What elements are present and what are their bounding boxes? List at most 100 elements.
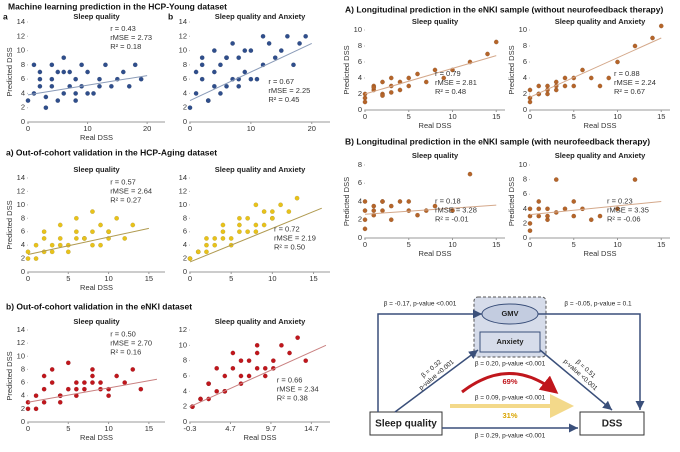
y-tick-label: 6 (21, 74, 25, 83)
point (406, 199, 412, 204)
y-tick-label: 12 (179, 186, 187, 195)
y-tick-label: 6 (21, 227, 25, 236)
y-axis-label: Predicted DSS (342, 45, 351, 94)
y-tick-label: 0 (21, 117, 25, 126)
chart-title: Sleep quality and Anxiety (215, 12, 306, 21)
point (220, 222, 226, 228)
point (126, 83, 132, 89)
x-axis-label: Real DSS (80, 133, 113, 142)
chart-title: Sleep quality and Anxiety (555, 151, 646, 160)
point (211, 69, 217, 75)
point (279, 342, 284, 348)
y-tick-label: 4 (21, 391, 25, 400)
chart-title: Sleep quality and Anxiety (215, 317, 306, 326)
point (212, 242, 218, 248)
point (120, 69, 126, 75)
y-tick-label: 6 (183, 227, 187, 236)
point (242, 69, 248, 75)
point (206, 381, 212, 387)
y-tick-label: 6 (21, 378, 25, 387)
point (527, 99, 533, 105)
y-tick-label: 0 (183, 417, 187, 426)
point (103, 62, 108, 68)
x-tick-label: 10 (104, 274, 112, 283)
point (237, 215, 242, 221)
x-tick-label: 10 (448, 112, 456, 121)
point (406, 208, 412, 214)
point (253, 202, 259, 208)
point (41, 386, 47, 392)
point (236, 83, 242, 89)
trend-line (529, 201, 662, 216)
point (204, 236, 209, 241)
point (73, 215, 79, 221)
stat: rMSE = 2.25 (268, 86, 310, 95)
trend-line (27, 378, 158, 403)
y-tick-label: 8 (523, 175, 527, 184)
x-tick-label: 0 (26, 124, 30, 133)
y-tick-label: 8 (21, 213, 25, 222)
y-tick-label: 2 (21, 254, 25, 263)
point (553, 79, 559, 85)
point (571, 83, 577, 89)
y-tick-label: 6 (358, 57, 362, 66)
stat: r = 0.43 (110, 24, 136, 33)
point (199, 76, 205, 82)
y-axis-label: Predicted DSS (507, 45, 516, 94)
point (371, 208, 377, 214)
x-tick-label: 0 (363, 240, 367, 249)
point (73, 76, 79, 82)
point (248, 48, 254, 53)
point (406, 75, 412, 81)
point (303, 358, 309, 364)
x-tick-label: 0 (26, 424, 30, 433)
point (61, 91, 67, 96)
trend-line (364, 55, 497, 95)
point (138, 76, 144, 82)
x-tick-label: 15 (145, 274, 153, 283)
edge (539, 349, 613, 411)
point (658, 23, 664, 29)
y-tick-label: 2 (183, 103, 187, 112)
point (218, 62, 223, 68)
point (254, 342, 260, 348)
x-axis-label: Real DSS (584, 121, 617, 130)
point (205, 98, 211, 103)
point (527, 228, 533, 234)
point (25, 98, 31, 103)
node-label: Sleep quality (375, 419, 437, 430)
x-axis-label: Real DSS (80, 283, 113, 292)
x-tick-label: 15 (492, 240, 500, 249)
point (98, 222, 103, 228)
x-axis-label: Real DSS (80, 433, 113, 442)
point (90, 242, 95, 248)
point (73, 386, 79, 392)
point (49, 83, 55, 89)
point (55, 98, 61, 103)
stat: R² = 0.16 (110, 348, 141, 357)
point (193, 91, 199, 96)
point (138, 386, 144, 392)
point (441, 75, 447, 81)
x-tick-label: 0 (528, 112, 532, 121)
point (33, 393, 39, 399)
point (362, 95, 368, 101)
point (85, 69, 90, 75)
point (615, 206, 620, 212)
point (397, 199, 403, 204)
point (90, 229, 95, 235)
point (33, 406, 39, 412)
point (90, 209, 95, 214)
point (380, 93, 385, 99)
point (415, 212, 420, 218)
stat: r = 0.88 (614, 69, 640, 78)
point (41, 373, 47, 379)
point (415, 71, 420, 77)
point (222, 373, 228, 379)
point (278, 48, 284, 53)
point (49, 380, 55, 385)
edge-label: β = 0.29, p-value <0.001 (475, 433, 546, 440)
point (248, 76, 254, 82)
point (220, 236, 226, 241)
y-tick-label: 8 (358, 41, 362, 50)
